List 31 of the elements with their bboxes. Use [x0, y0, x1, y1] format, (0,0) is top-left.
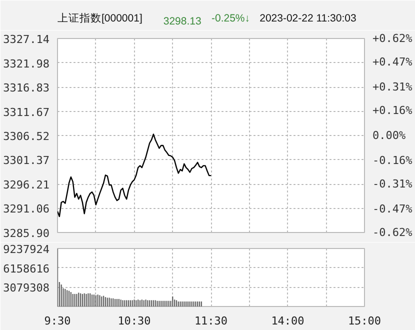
x-tick-label: 10:30 — [118, 314, 151, 328]
y2-tick-label: -0.62% — [372, 226, 413, 239]
y2-tick-label: -0.47% — [372, 202, 413, 216]
x-tick-label: 14:00 — [271, 314, 304, 328]
y2-tick-label: 0.00% — [372, 129, 406, 142]
x-tick-label: 15:00 — [348, 314, 382, 328]
y-tick-label: 3321.98 — [3, 57, 50, 70]
y-tick-label: 3079308 — [3, 282, 50, 295]
y-tick-label: 3306.52 — [3, 130, 50, 143]
y-tick-label: 3301.37 — [3, 154, 50, 168]
y2-tick-label: +0.47% — [372, 55, 413, 68]
y-tick-label: 3296.21 — [3, 178, 50, 192]
y-tick-label: 3285.90 — [3, 227, 50, 240]
y-tick-label: 3311.67 — [3, 106, 50, 119]
line-series — [58, 134, 212, 218]
y2-tick-label: -0.16% — [372, 154, 413, 168]
y-tick-label: 3327.14 — [3, 33, 50, 46]
text: 2023-02-22 11:30:03 — [260, 12, 356, 24]
chart-title: 上证指数[000001] — [58, 12, 142, 24]
y2-tick-label: -0.31% — [372, 178, 413, 190]
text: 3298.13 — [163, 16, 202, 28]
text: -0.25%↓ — [211, 12, 250, 24]
y2-tick-label: +0.16% — [372, 104, 413, 117]
y-tick-label: 6158616 — [3, 262, 50, 276]
y-tick-label: 3291.06 — [3, 202, 50, 216]
y-tick-label: 9237924 — [3, 243, 50, 256]
y2-tick-label: +0.31% — [372, 80, 413, 94]
y-tick-label: 3316.83 — [3, 82, 50, 94]
x-tick-label: 11:30 — [194, 314, 228, 328]
y2-tick-label: +0.62% — [372, 32, 413, 45]
x-tick-label: 9:30 — [44, 314, 71, 328]
